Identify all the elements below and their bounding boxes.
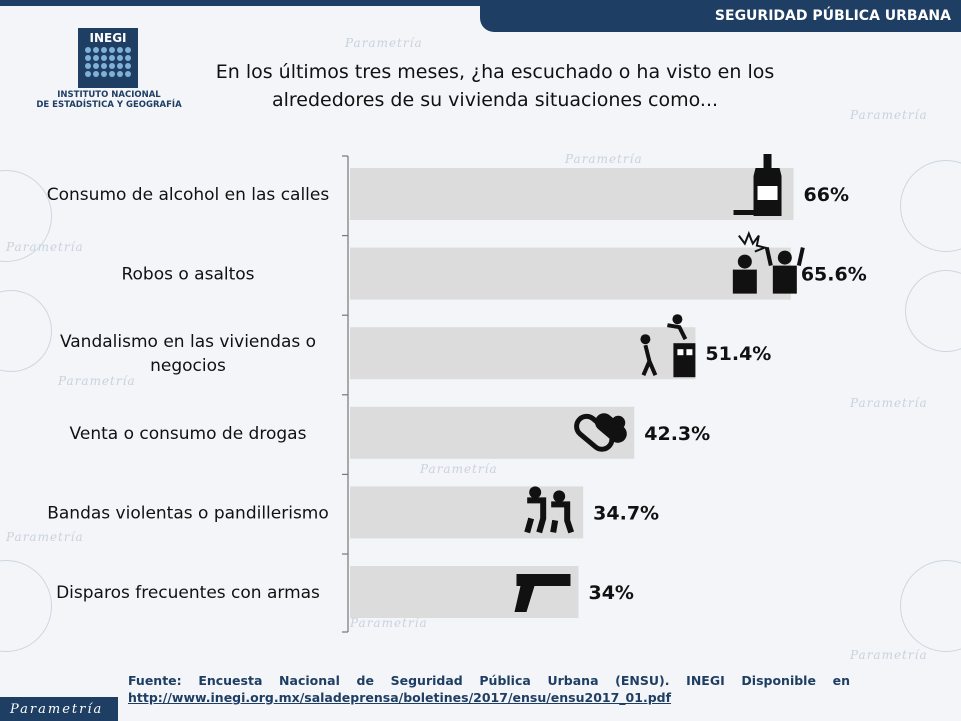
value-label: 65.6% (801, 264, 867, 286)
bar (350, 247, 791, 300)
bottle-icon (733, 154, 782, 216)
value-label: 34.7% (593, 502, 659, 524)
watermark: Parametría (58, 374, 136, 388)
gang-fight-icon (524, 486, 575, 534)
gun-icon (514, 574, 571, 612)
watermark: Parametría (350, 616, 428, 630)
bar (350, 168, 794, 220)
watermark: Parametría (345, 36, 423, 50)
inegi-logo-text: INSTITUTO NACIONAL DE ESTADÍSTICA Y GEOG… (34, 90, 184, 110)
value-label: 34% (588, 582, 633, 604)
bar (350, 566, 579, 618)
value-label: 66% (804, 184, 849, 206)
section-title: SEGURIDAD PÚBLICA URBANA (714, 8, 951, 24)
logo-line1: INSTITUTO NACIONAL (57, 90, 161, 100)
watermark: Parametría (420, 462, 498, 476)
bar (350, 406, 635, 459)
source-note: Fuente: Encuesta Nacional de Seguridad P… (128, 672, 850, 706)
logo-dots-icon: INEGI (85, 31, 131, 77)
parametria-brand: Parametría (0, 697, 118, 721)
logo-line2: DE ESTADÍSTICA Y GEOGRAFÍA (36, 100, 182, 110)
inegi-logo-mark: INEGI (78, 28, 138, 88)
section-header: SEGURIDAD PÚBLICA URBANA (480, 0, 961, 32)
bar (350, 327, 696, 380)
watermark: Parametría (6, 240, 84, 254)
category-label: Bandas violentas o pandillerismo (47, 503, 329, 523)
watermark: Parametría (565, 152, 643, 166)
chart-title: En los últimos tres meses, ¿ha escuchado… (215, 61, 775, 111)
watermark: Parametría (6, 530, 84, 544)
value-label: 51.4% (705, 343, 771, 365)
value-label: 42.3% (644, 423, 710, 445)
inegi-logo: INEGI INSTITUTO NACIONAL DE ESTADÍSTICA … (34, 28, 184, 116)
robbery-icon (732, 230, 805, 294)
category-label: Robos o asaltos (121, 265, 254, 285)
watermark: Parametría (850, 108, 928, 122)
category-label: Consumo de alcohol en las calles (47, 185, 330, 205)
category-label: Venta o consumo de drogas (70, 424, 307, 444)
watermark: Parametría (850, 396, 928, 410)
bar (350, 486, 584, 539)
pills-icon (574, 413, 627, 452)
watermark: Parametría (850, 648, 928, 662)
logo-brand-text: INEGI (89, 31, 126, 45)
category-label: Disparos frecuentes con armas (56, 583, 320, 603)
source-link[interactable]: http://www.inegi.org.mx/saladeprensa/bol… (128, 690, 672, 705)
category-label: Vandalismo en las viviendas o negocios (60, 332, 316, 376)
source-text: Fuente: Encuesta Nacional de Seguridad P… (128, 673, 850, 688)
vandalism-icon (640, 314, 696, 378)
